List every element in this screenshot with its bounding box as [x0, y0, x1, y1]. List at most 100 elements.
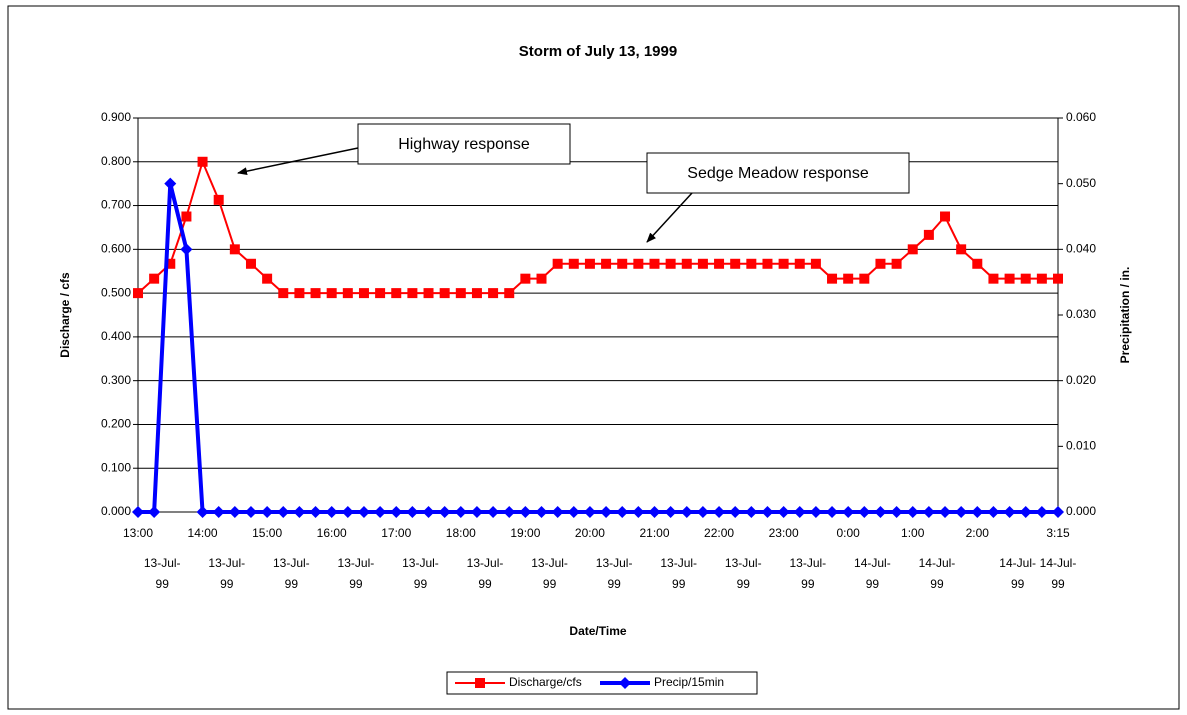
marker — [730, 258, 741, 269]
y-tick-label: 0.100 — [101, 460, 131, 474]
marker — [923, 229, 934, 240]
marker — [228, 506, 241, 518]
marker — [438, 506, 451, 518]
x-tick-label: 23:00 — [769, 526, 799, 540]
x-tick-label: 14:00 — [188, 526, 218, 540]
marker — [1035, 506, 1048, 518]
x-tick-label: 18:00 — [446, 526, 476, 540]
marker — [310, 288, 321, 299]
marker — [874, 506, 887, 518]
x-date-label: 14-Jul-99 — [1040, 556, 1077, 591]
marker — [843, 273, 854, 284]
series-line — [137, 158, 1058, 295]
marker — [422, 506, 435, 518]
marker — [165, 258, 176, 269]
x-tick-label: 19:00 — [510, 526, 540, 540]
annotation-box — [357, 123, 571, 165]
y2-tick-label: 0.060 — [1066, 110, 1096, 124]
marker — [342, 288, 353, 299]
annotation-arrow — [646, 192, 693, 243]
marker — [149, 273, 160, 284]
x-tick-label: 1:00 — [901, 526, 925, 540]
x-tick-label: 13:00 — [123, 526, 153, 540]
legend: Discharge/cfs Precip/15min — [455, 675, 724, 689]
marker — [875, 258, 886, 269]
marker — [955, 506, 968, 518]
marker — [551, 506, 564, 518]
marker — [906, 506, 919, 518]
marker — [181, 211, 192, 222]
x-date-label: 13-Jul-99 — [789, 556, 826, 591]
y-tick-label: 0.900 — [101, 110, 131, 124]
marker — [777, 506, 790, 518]
marker — [1019, 506, 1032, 518]
x-tick-label: 2:00 — [966, 526, 990, 540]
marker — [939, 506, 952, 518]
marker — [407, 288, 418, 299]
marker — [487, 506, 500, 518]
marker — [827, 273, 838, 284]
y-tick-label: 0.500 — [101, 285, 131, 299]
series-line — [138, 183, 1058, 514]
marker — [826, 506, 839, 518]
marker — [632, 506, 645, 518]
x-tick-label: 15:00 — [252, 526, 282, 540]
marker — [858, 506, 871, 518]
marker — [665, 258, 676, 269]
y-tick-label: 0.700 — [101, 198, 131, 212]
x-tick-label: 0:00 — [836, 526, 860, 540]
marker — [778, 258, 789, 269]
marker — [535, 506, 548, 518]
marker — [616, 506, 629, 518]
marker — [729, 506, 742, 518]
marker — [470, 506, 483, 518]
y2-tick-label: 0.050 — [1066, 176, 1096, 190]
marker — [357, 506, 370, 518]
y2-tick-label: 0.000 — [1066, 504, 1096, 518]
marker — [648, 506, 661, 518]
marker — [133, 288, 143, 299]
marker — [972, 258, 983, 269]
marker — [664, 506, 677, 518]
marker — [956, 244, 967, 255]
marker — [390, 506, 403, 518]
y2-tick-label: 0.030 — [1066, 307, 1096, 321]
marker — [907, 244, 918, 255]
marker — [567, 506, 580, 518]
marker — [262, 273, 273, 284]
marker — [454, 506, 467, 518]
x-tick-label: 21:00 — [639, 526, 669, 540]
marker — [619, 677, 631, 689]
marker — [696, 506, 709, 518]
marker — [859, 273, 870, 284]
marker — [309, 506, 322, 518]
marker — [890, 506, 903, 518]
marker — [552, 258, 563, 269]
marker — [536, 273, 547, 284]
marker — [213, 194, 224, 205]
marker — [293, 506, 306, 518]
marker — [341, 506, 354, 518]
marker — [132, 506, 144, 518]
marker — [148, 506, 161, 518]
marker — [600, 506, 613, 518]
marker — [358, 288, 369, 299]
marker — [1004, 273, 1015, 284]
marker — [423, 288, 434, 299]
marker — [1036, 273, 1047, 284]
marker — [503, 506, 516, 518]
marker — [568, 258, 579, 269]
marker — [455, 288, 466, 299]
y-tick-label: 0.800 — [101, 154, 131, 168]
x-tick-label: 3:15 — [1046, 526, 1070, 540]
x-date-label: 13-Jul-99 — [338, 556, 375, 591]
marker — [697, 258, 708, 269]
marker — [277, 506, 290, 518]
marker — [520, 273, 531, 284]
y-tick-label: 0.600 — [101, 242, 131, 256]
y2-tick-label: 0.040 — [1066, 242, 1096, 256]
marker — [1020, 273, 1031, 284]
marker — [1052, 506, 1064, 518]
marker — [681, 258, 692, 269]
marker — [762, 258, 773, 269]
